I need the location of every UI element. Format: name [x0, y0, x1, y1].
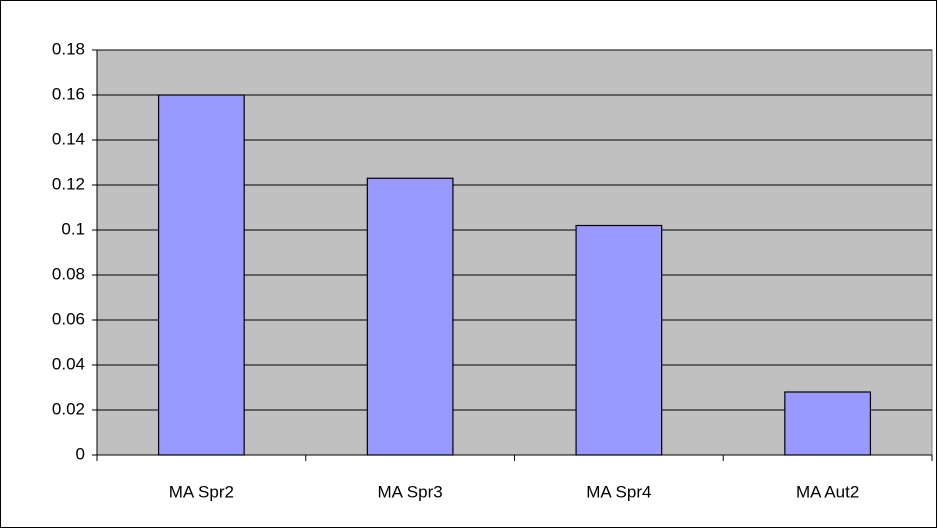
- y-tick-label: 0.08: [52, 264, 85, 283]
- bar: [784, 391, 872, 456]
- y-tick-label: 0.1: [61, 219, 85, 238]
- x-tick-label: MA Aut2: [796, 482, 859, 501]
- x-tick-label: MA Spr3: [378, 482, 443, 501]
- y-tick-label: 0.02: [52, 399, 85, 418]
- y-tick-label: 0.18: [52, 39, 85, 58]
- x-tick-label: MA Spr4: [586, 482, 651, 501]
- bar: [575, 224, 663, 456]
- y-tick-label: 0.06: [52, 309, 85, 328]
- y-tick-label: 0.12: [52, 174, 85, 193]
- y-tick-label: 0: [76, 444, 85, 463]
- y-tick-label: 0.14: [52, 129, 85, 148]
- y-tick-label: 0.04: [52, 354, 85, 373]
- bar: [157, 94, 245, 456]
- x-tick-label: MA Spr2: [169, 482, 234, 501]
- y-tick-label: 0.16: [52, 84, 85, 103]
- bar: [366, 177, 454, 456]
